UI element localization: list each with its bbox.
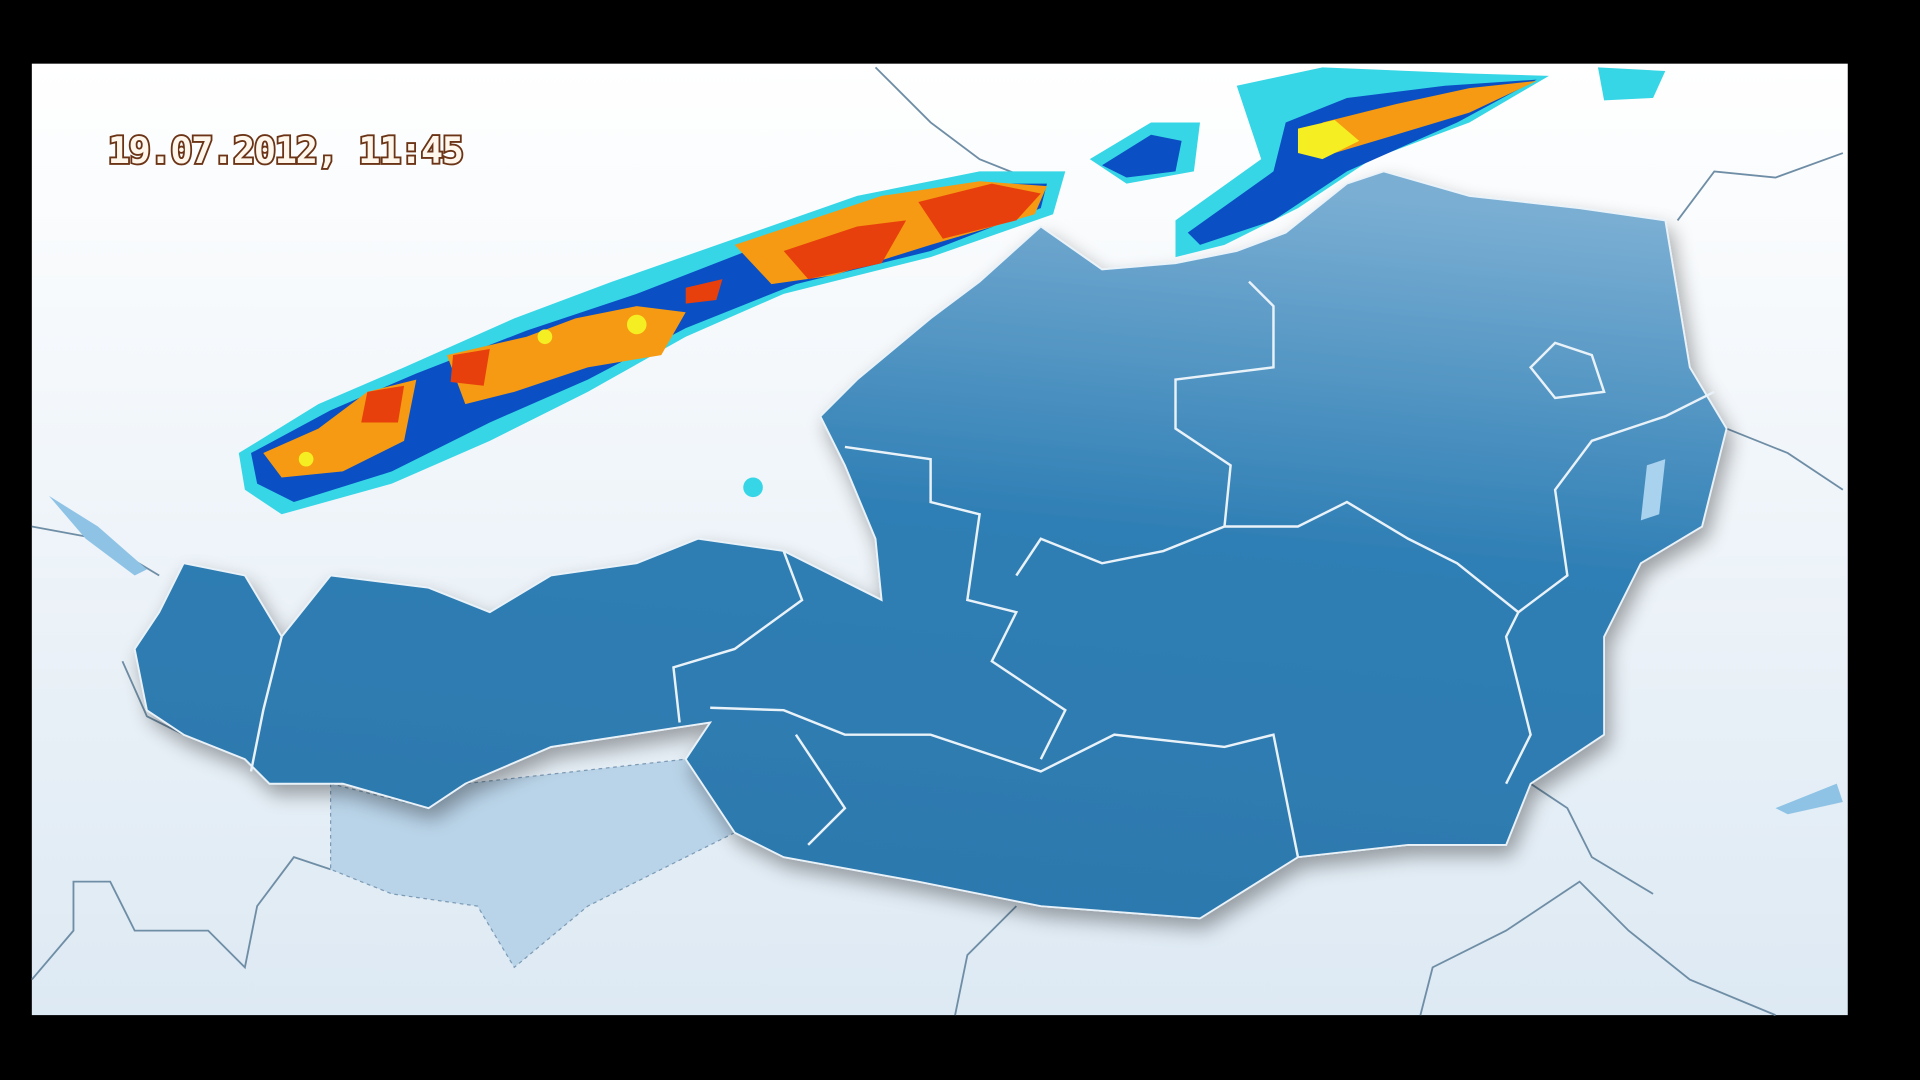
lake-neusiedl [1640,459,1666,521]
south-tyrol [330,758,736,969]
timestamp-label: 19.07.2012, 11:45 [108,129,463,172]
state-borders [249,280,1715,858]
lake [1775,783,1843,815]
austria [133,170,1728,920]
lake-constance [48,495,147,576]
neighbor-borders [31,66,1844,1016]
radar-precipitation [238,67,1666,515]
